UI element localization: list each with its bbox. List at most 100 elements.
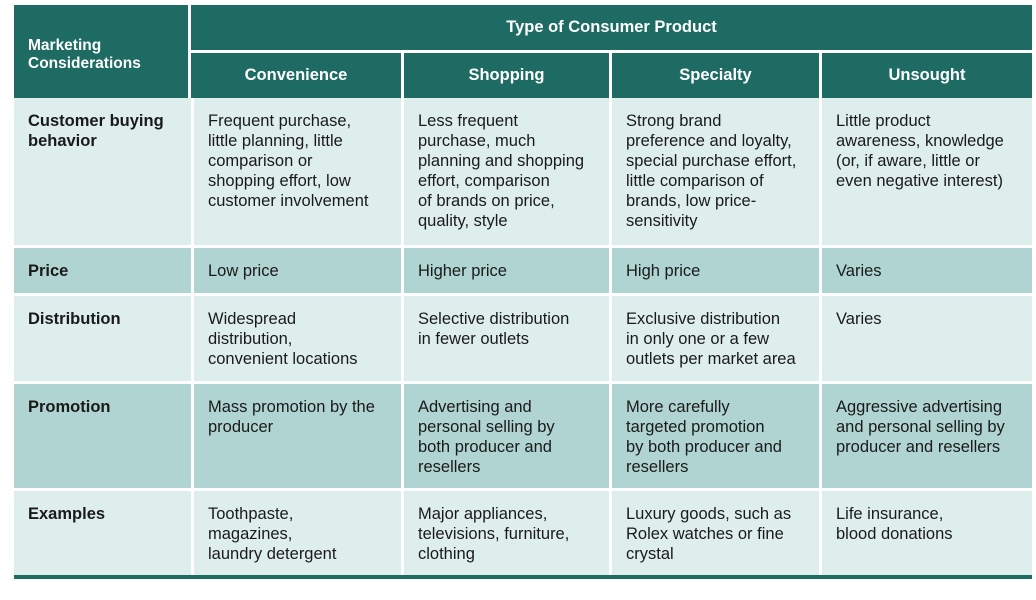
- row-label: Customer buying behavior: [14, 98, 191, 245]
- cell-line: Higher price: [418, 262, 507, 280]
- cell-line: Less frequent: [418, 112, 518, 130]
- cell-line: even negative interest): [836, 172, 1003, 190]
- table-row-buying-behavior: Customer buying behavior Frequent purcha…: [14, 98, 1032, 245]
- cell-line: distribution,: [208, 330, 293, 348]
- cell-line: by both producer and: [626, 438, 782, 456]
- cell-convenience: Frequent purchase, little planning, litt…: [191, 98, 401, 245]
- cell-line: of brands on price,: [418, 192, 555, 210]
- cell-line: personal selling by: [418, 418, 555, 436]
- column-header-unsought: Unsought: [819, 53, 1032, 98]
- cell-line: magazines,: [208, 525, 293, 543]
- row-label-line: Examples: [28, 505, 106, 523]
- cell-line: Mass promotion by the: [208, 398, 375, 416]
- cell-line: Aggressive advertising: [836, 398, 1002, 416]
- cell-line: little comparison of: [626, 172, 764, 190]
- cell-specialty: Exclusive distribution in only one or a …: [609, 293, 819, 381]
- cell-unsought: Aggressive advertising and personal sell…: [819, 381, 1032, 488]
- cell-line: blood donations: [836, 525, 953, 543]
- cell-line: and personal selling by: [836, 418, 1005, 436]
- cell-line: Varies: [836, 262, 882, 280]
- column-header-specialty: Specialty: [609, 53, 819, 98]
- group-title: Type of Consumer Product: [191, 5, 1032, 53]
- column-header-shopping: Shopping: [401, 53, 609, 98]
- cell-line: quality, style: [418, 212, 508, 230]
- cell-line: clothing: [418, 545, 475, 563]
- cell-line: convenient locations: [208, 350, 358, 368]
- cell-line: resellers: [626, 458, 689, 476]
- cell-line: Rolex watches or fine: [626, 525, 784, 543]
- cell-line: effort, comparison: [418, 172, 550, 190]
- row-label-line: behavior: [28, 132, 97, 150]
- cell-line: brands, low price-: [626, 192, 757, 210]
- cell-line: Strong brand: [626, 112, 722, 130]
- cell-line: planning and shopping: [418, 152, 585, 170]
- cell-line: preference and loyalty,: [626, 132, 792, 150]
- cell-unsought: Varies: [819, 293, 1032, 381]
- corner-label-line-2: Considerations: [28, 55, 141, 72]
- cell-line: customer involvement: [208, 192, 369, 210]
- row-label-line: Distribution: [28, 310, 121, 328]
- cell-convenience: Mass promotion by the producer: [191, 381, 401, 488]
- row-label-line: Customer buying: [28, 112, 164, 130]
- cell-line: little planning, little: [208, 132, 343, 150]
- cell-line: crystal: [626, 545, 674, 563]
- table-row-distribution: Distribution Widespread distribution, co…: [14, 293, 1032, 381]
- cell-line: Widespread: [208, 310, 297, 328]
- cell-line: Major appliances,: [418, 505, 548, 523]
- cell-line: (or, if aware, little or: [836, 152, 980, 170]
- cell-line: High price: [626, 262, 701, 280]
- table-row-price: Price Low price Higher price High price …: [14, 245, 1032, 293]
- cell-line: televisions, furniture,: [418, 525, 570, 543]
- cell-line: Luxury goods, such as: [626, 505, 792, 523]
- cell-line: purchase, much: [418, 132, 536, 150]
- cell-line: both producer and: [418, 438, 552, 456]
- row-label-line: Promotion: [28, 398, 111, 416]
- cell-line: targeted promotion: [626, 418, 765, 436]
- cell-line: More carefully: [626, 398, 730, 416]
- bottom-rule: [14, 575, 1032, 579]
- cell-line: Exclusive distribution: [626, 310, 781, 328]
- cell-line: Low price: [208, 262, 279, 280]
- cell-line: Selective distribution: [418, 310, 570, 328]
- cell-unsought: Little product awareness, knowledge (or,…: [819, 98, 1032, 245]
- cell-shopping: Higher price: [401, 245, 609, 293]
- row-label: Price: [14, 245, 191, 293]
- consumer-product-table: Marketing Considerations Type of Consume…: [14, 5, 1032, 577]
- cell-convenience: Widespread distribution, convenient loca…: [191, 293, 401, 381]
- row-label: Distribution: [14, 293, 191, 381]
- cell-line: Varies: [836, 310, 882, 328]
- cell-shopping: Advertising and personal selling by both…: [401, 381, 609, 488]
- cell-shopping: Major appliances, televisions, furniture…: [401, 488, 609, 577]
- row-label: Examples: [14, 488, 191, 577]
- corner-header: Marketing Considerations: [14, 5, 191, 98]
- cell-line: in only one or a few: [626, 330, 770, 348]
- cell-shopping: Less frequent purchase, much planning an…: [401, 98, 609, 245]
- cell-unsought: Varies: [819, 245, 1032, 293]
- cell-line: Advertising and: [418, 398, 532, 416]
- cell-line: in fewer outlets: [418, 330, 529, 348]
- cell-line: sensitivity: [626, 212, 698, 230]
- cell-line: special purchase effort,: [626, 152, 797, 170]
- cell-line: comparison or: [208, 152, 313, 170]
- cell-specialty: Strong brand preference and loyalty, spe…: [609, 98, 819, 245]
- cell-convenience: Toothpaste, magazines, laundry detergent: [191, 488, 401, 577]
- table-row-examples: Examples Toothpaste, magazines, laundry …: [14, 488, 1032, 577]
- cell-unsought: Life insurance, blood donations: [819, 488, 1032, 577]
- cell-specialty: More carefully targeted promotion by bot…: [609, 381, 819, 488]
- cell-specialty: High price: [609, 245, 819, 293]
- cell-line: producer: [208, 418, 274, 436]
- corner-label-line-1: Marketing: [28, 37, 102, 54]
- row-label-line: Price: [28, 262, 69, 280]
- cell-line: laundry detergent: [208, 545, 337, 563]
- cell-line: shopping effort, low: [208, 172, 351, 190]
- cell-shopping: Selective distribution in fewer outlets: [401, 293, 609, 381]
- cell-specialty: Luxury goods, such as Rolex watches or f…: [609, 488, 819, 577]
- table-row-promotion: Promotion Mass promotion by the producer…: [14, 381, 1032, 488]
- column-header-convenience: Convenience: [191, 53, 401, 98]
- cell-line: Toothpaste,: [208, 505, 294, 523]
- cell-line: outlets per market area: [626, 350, 796, 368]
- cell-line: Life insurance,: [836, 505, 944, 523]
- cell-line: resellers: [418, 458, 481, 476]
- cell-line: producer and resellers: [836, 438, 1001, 456]
- cell-line: awareness, knowledge: [836, 132, 1004, 150]
